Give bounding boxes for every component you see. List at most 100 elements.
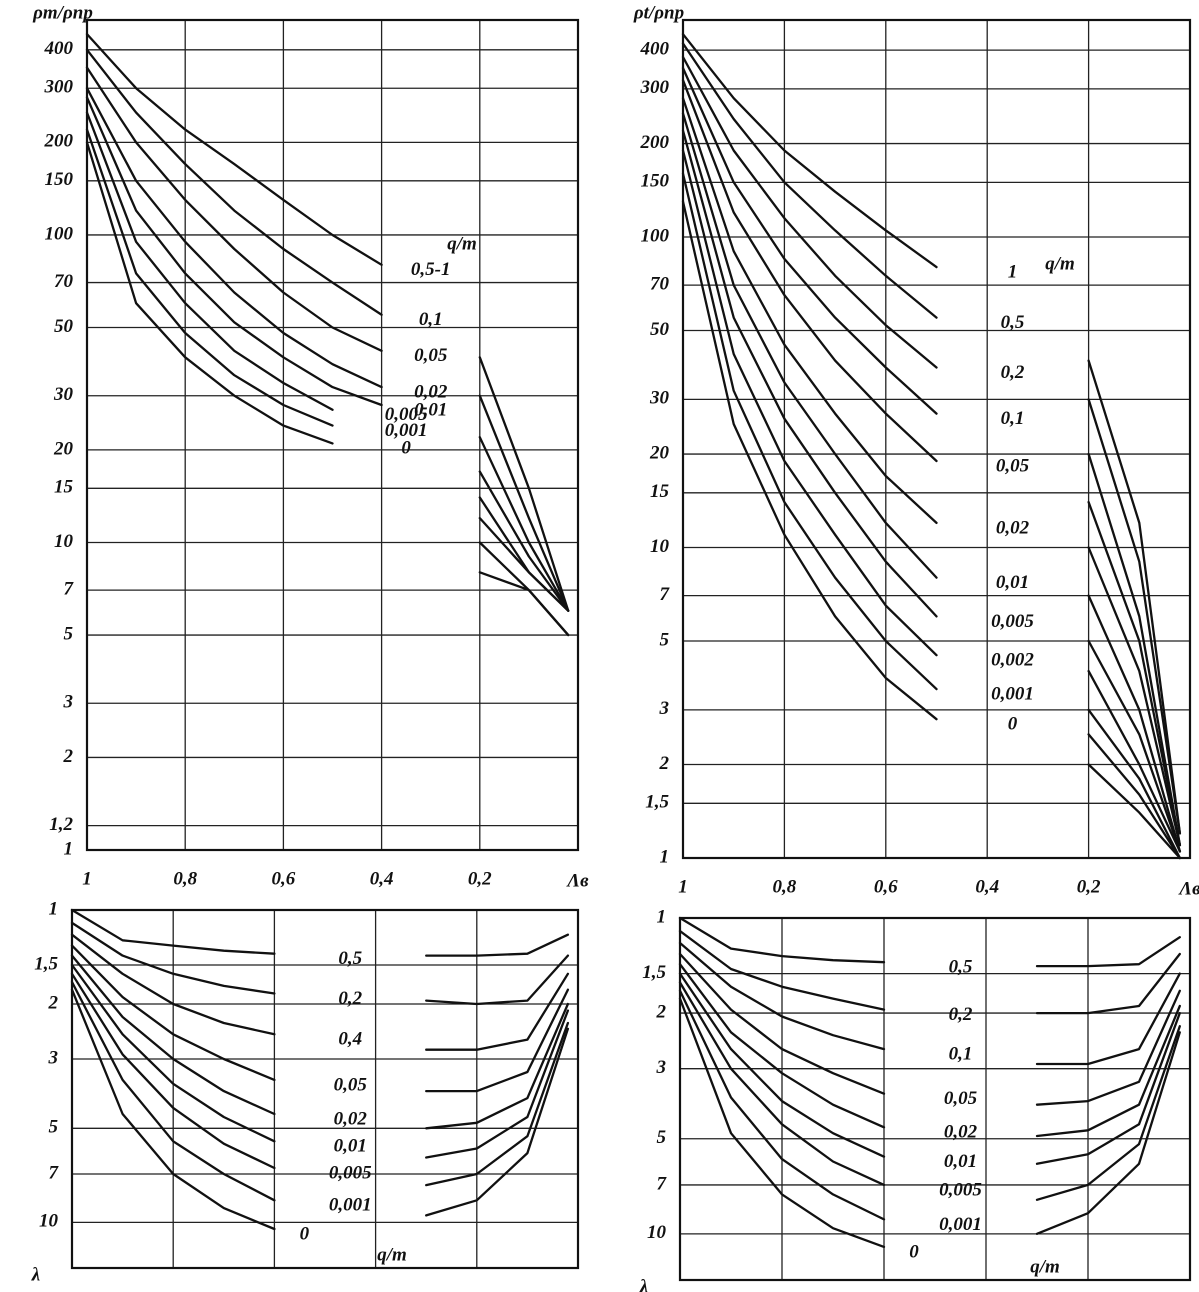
legend-title: q/m <box>447 233 477 254</box>
curve <box>678 963 1181 1138</box>
y-axis-label: ρt/ρпр <box>633 2 684 23</box>
y-tick-label: 1 <box>49 898 59 919</box>
curve-label: 0,02 <box>414 381 448 402</box>
y-tick-label: 3 <box>656 1057 667 1078</box>
y-tick-label: 1,5 <box>34 953 58 974</box>
plot-frame <box>85 18 580 852</box>
y-tick-label: 7 <box>49 1162 60 1183</box>
legend-title: q/m <box>1030 1256 1060 1277</box>
x-tick-label: 1 <box>82 868 92 889</box>
curve <box>70 908 570 957</box>
y-tick-label: 300 <box>44 77 74 98</box>
y-tick-label: 2 <box>656 1001 667 1022</box>
y-tick-label: 1 <box>64 838 74 859</box>
x-tick-label: 0,2 <box>468 868 492 889</box>
curve-label: 0,01 <box>944 1151 977 1172</box>
legend-title: q/m <box>1045 253 1075 274</box>
y-tick-label: 100 <box>641 225 670 246</box>
curve-label: 0,05 <box>334 1074 368 1095</box>
x-tick-label: 0,2 <box>1077 876 1101 897</box>
curve <box>681 97 1182 853</box>
curve-label: 0,2 <box>1001 362 1025 383</box>
y-tick-label: 5 <box>49 1117 59 1138</box>
curve <box>681 42 1182 835</box>
curve-label: 1 <box>1008 261 1018 282</box>
y-tick-label: 10 <box>39 1211 59 1232</box>
curve <box>681 79 1182 847</box>
curve <box>681 112 1182 853</box>
curve-label: 0,2 <box>949 1004 973 1025</box>
y-tick-label: 20 <box>53 438 74 459</box>
curve <box>70 933 570 1051</box>
y-tick-label: 20 <box>649 442 670 463</box>
x-tick-label: 0,8 <box>773 876 797 897</box>
curve-label: 0,01 <box>414 399 447 420</box>
curve-label: 0,005 <box>385 404 428 425</box>
curve <box>85 111 570 612</box>
y-axis-label: λ <box>31 1264 40 1285</box>
y-tick-label: 30 <box>649 388 670 409</box>
y-tick-label: 400 <box>44 38 74 59</box>
curve-label: 0,05 <box>944 1088 978 1109</box>
curve-label: 0 <box>1008 714 1018 735</box>
curve <box>681 55 1182 847</box>
y-tick-label: 1 <box>657 906 667 927</box>
x-axis-label: Λв <box>565 870 589 891</box>
y-tick-label: 7 <box>657 1173 668 1194</box>
legend-title: q/m <box>377 1244 407 1265</box>
y-tick-label: 1,2 <box>49 814 73 835</box>
curve <box>681 172 1182 860</box>
y-tick-label: 2 <box>48 992 59 1013</box>
y-tick-label: 50 <box>54 316 74 337</box>
curve-label: 0,02 <box>996 517 1030 538</box>
y-tick-label: 2 <box>659 753 670 774</box>
curve-label: 0 <box>300 1223 310 1244</box>
y-tick-label: 150 <box>641 171 670 192</box>
curve <box>678 989 1181 1235</box>
curve-label: 0,005 <box>991 611 1034 632</box>
curve <box>85 87 570 612</box>
y-tick-label: 15 <box>650 481 670 502</box>
curve-label: 0,005 <box>329 1162 372 1183</box>
x-tick-label: 1 <box>678 876 688 897</box>
curve <box>70 988 276 1231</box>
y-tick-label: 200 <box>44 131 74 152</box>
y-tick-label: 150 <box>45 169 74 190</box>
y-tick-label: 1,5 <box>645 792 669 813</box>
y-tick-label: 300 <box>640 77 670 98</box>
curve <box>85 66 570 612</box>
curve-label: 0,4 <box>338 1029 362 1050</box>
curve-label: 0,2 <box>338 988 362 1009</box>
y-axis-label: λ <box>639 1276 648 1292</box>
curve-label: 0,5 <box>338 948 362 969</box>
y-tick-label: 30 <box>53 384 74 405</box>
y-tick-label: 5 <box>657 1127 667 1148</box>
x-tick-label: 0,4 <box>370 868 394 889</box>
curve-label: 0,5 <box>949 957 973 978</box>
y-tick-label: 15 <box>54 477 74 498</box>
x-tick-label: 0,4 <box>975 876 999 897</box>
curve-label: 0,02 <box>334 1108 368 1129</box>
curve <box>70 954 570 1130</box>
curve-label: 0 <box>909 1241 919 1262</box>
curve <box>678 952 1181 1106</box>
curve <box>85 141 570 637</box>
curve-label: 0,1 <box>419 309 443 330</box>
x-tick-label: 0,6 <box>272 868 296 889</box>
y-tick-label: 5 <box>64 623 74 644</box>
y-tick-label: 50 <box>650 319 670 340</box>
curve <box>85 96 570 612</box>
curve <box>678 929 1181 1015</box>
curve <box>681 66 1182 847</box>
curve <box>70 944 570 1093</box>
y-tick-label: 3 <box>48 1047 59 1068</box>
curve-label: 0,001 <box>939 1214 982 1235</box>
y-tick-label: 70 <box>650 273 670 294</box>
curve-label: 0,002 <box>991 650 1034 671</box>
curve <box>70 980 570 1217</box>
y-tick-label: 7 <box>64 578 75 599</box>
curve-label: 0,1 <box>949 1043 973 1064</box>
plot-frame <box>678 916 1192 1282</box>
y-tick-label: 1,5 <box>642 962 666 983</box>
